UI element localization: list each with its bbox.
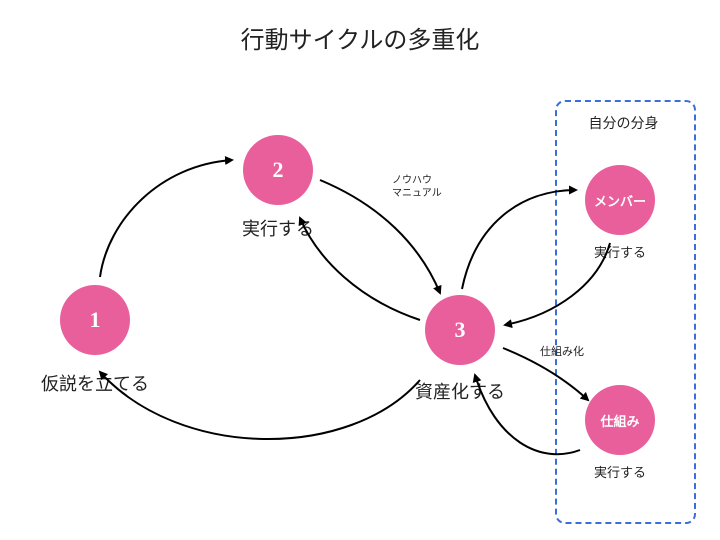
node-mechanism-text: 仕組み [600,411,639,430]
annotation-shikumika: 仕組み化 [540,343,584,359]
node-2-label: 実行する [218,215,338,241]
node-mechanism-label: 実行する [575,462,665,481]
arrow-n1-to-n2 [100,160,232,277]
group-box-title: 自分の分身 [555,113,692,133]
node-mechanism-circle: 仕組み [585,385,655,455]
node-1-circle: 1 [60,285,130,355]
node-member-label: 実行する [575,242,665,261]
node-1-label: 仮説を立てる [15,370,175,396]
node-3-label: 資産化する [390,378,530,404]
annotation-knowhow: ノウハウマニュアル [392,175,442,200]
node-3-circle: 3 [425,295,495,365]
node-member-circle: メンバー [585,165,655,235]
node-2-circle: 2 [243,135,313,205]
diagram-stage: 行動サイクルの多重化 自分の分身 1 仮説を立てる 2 実行する 3 資産化する… [0,0,720,540]
node-2-number: 2 [273,157,284,183]
node-member-text: メンバー [594,191,646,210]
group-box-bunshin [555,100,696,524]
node-3-number: 3 [455,317,466,343]
page-title: 行動サイクルの多重化 [0,20,720,55]
node-1-number: 1 [90,307,101,333]
